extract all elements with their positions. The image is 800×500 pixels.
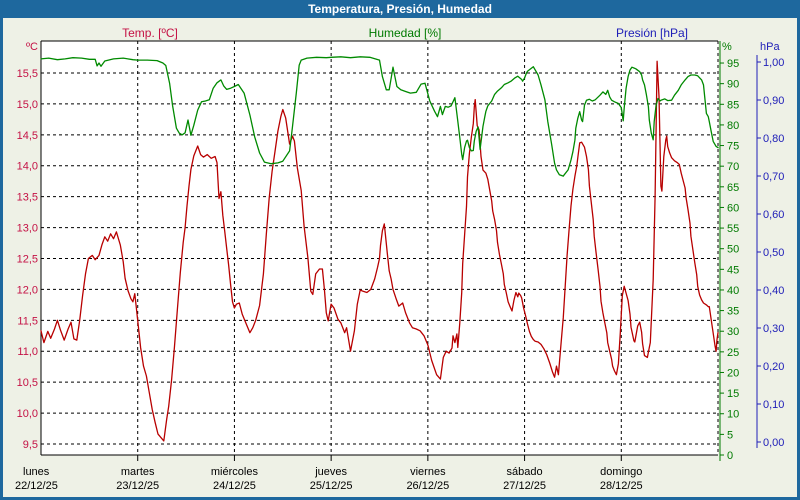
humidity-tick-label: 5 [727, 429, 733, 441]
pressure-tick-label: 0,70 [763, 171, 784, 183]
pressure-tick-label: 0,80 [763, 133, 784, 145]
x-axis-date-label: 26/12/25 [406, 480, 449, 492]
x-axis-date-label: 23/12/25 [116, 480, 159, 492]
temperature-tick-label: 11,0 [17, 346, 38, 358]
temperature-tick-label: 13,0 [17, 223, 38, 235]
pressure-tick-label: 0,40 [763, 285, 784, 297]
legend-temperature: Temp. [ºC] [122, 26, 178, 40]
plot-background [41, 41, 718, 455]
humidity-tick-label: 25 [727, 347, 739, 359]
humidity-tick-label: 75 [727, 141, 739, 153]
x-axis-day-label: martes [121, 466, 155, 478]
humidity-tick-label: 40 [727, 285, 739, 297]
humidity-tick-label: 80 [727, 120, 739, 132]
x-axis-date-label: 27/12/25 [503, 480, 546, 492]
humidity-tick-label: 65 [727, 182, 739, 194]
temperature-tick-label: 12,0 [17, 284, 38, 296]
temperature-tick-label: 10,5 [17, 377, 38, 389]
pressure-tick-label: 0,30 [763, 323, 784, 335]
temperature-tick-label: 12,5 [17, 253, 38, 265]
x-axis-day-label: jueves [314, 466, 347, 478]
humidity-tick-label: 45 [727, 264, 739, 276]
pressure-tick-label: 0,20 [763, 361, 784, 373]
window-titlebar: Temperatura, Presión, Humedad [0, 0, 800, 18]
legend-pressure: Presión [hPa] [615, 26, 689, 40]
humidity-curve [40, 56, 719, 177]
temperature-tick-label: 10,0 [17, 408, 38, 420]
pressure-tick-label: 0,10 [763, 399, 784, 411]
x-axis-day-label: viernes [410, 466, 446, 478]
temperature-axis-unit: ºC [26, 41, 38, 53]
humidity-tick-label: 20 [727, 367, 739, 379]
temperature-tick-label: 14,5 [17, 130, 38, 142]
pressure-tick-label: 1,00 [763, 57, 784, 69]
x-axis-date-label: 22/12/25 [15, 480, 58, 492]
humidity-axis-unit: % [722, 41, 732, 53]
humidity-tick-label: 35 [727, 306, 739, 318]
pressure-tick-label: 0,90 [763, 95, 784, 107]
x-axis-day-label: sábado [507, 466, 543, 478]
humidity-tick-label: 30 [727, 326, 739, 338]
humidity-tick-label: 50 [727, 244, 739, 256]
temperature-tick-label: 15,5 [17, 68, 38, 80]
pressure-axis-unit: hPa [760, 41, 780, 53]
x-axis-day-label: lunes [23, 466, 50, 478]
pressure-tick-label: 0,00 [763, 437, 784, 449]
x-axis-day-label: domingo [600, 466, 642, 478]
window-title: Temperatura, Presión, Humedad [308, 2, 492, 16]
humidity-tick-label: 15 [727, 388, 739, 400]
legend-humidity: Humedad [%] [368, 26, 442, 40]
humidity-tick-label: 95 [727, 58, 739, 70]
temperature-tick-label: 13,5 [17, 192, 38, 204]
humidity-tick-label: 70 [727, 161, 739, 173]
x-axis-date-label: 25/12/25 [310, 480, 353, 492]
temperature-tick-label: 15,0 [17, 99, 38, 111]
temperature-tick-label: 14,0 [17, 161, 38, 173]
x-axis-date-label: 28/12/25 [600, 480, 643, 492]
humidity-tick-label: 55 [727, 223, 739, 235]
humidity-tick-label: 0 [727, 450, 733, 462]
humidity-tick-label: 60 [727, 202, 739, 214]
x-axis-day-label: miércoles [211, 466, 259, 478]
pressure-tick-label: 0,60 [763, 209, 784, 221]
pressure-tick-label: 0,50 [763, 247, 784, 259]
humidity-tick-label: 90 [727, 79, 739, 91]
humidity-tick-label: 85 [727, 99, 739, 111]
humidity-tick-label: 10 [727, 409, 739, 421]
x-axis-date-label: 24/12/25 [213, 480, 256, 492]
temperature-tick-label: 11,5 [17, 315, 38, 327]
temperature-tick-label: 9,5 [23, 439, 38, 451]
temperature-curve [40, 60, 719, 442]
